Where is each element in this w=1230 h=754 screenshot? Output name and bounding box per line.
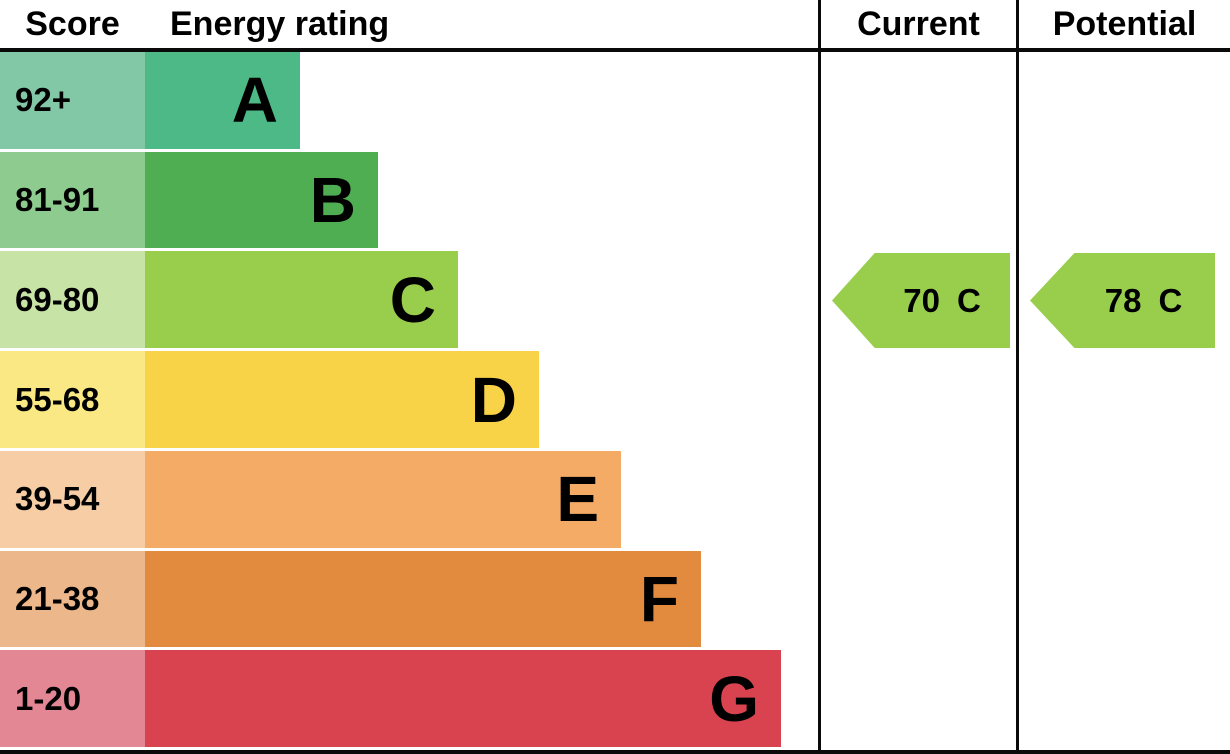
potential-column-divider (1016, 0, 1019, 754)
score-range-g: 1-20 (0, 650, 145, 748)
potential-value: 78 (1104, 281, 1142, 319)
band-row-b: 81-91 B (0, 151, 818, 252)
band-bar-e: E (145, 450, 621, 548)
potential-letter: C (1158, 281, 1183, 319)
band-row-a: 92+ A (0, 52, 818, 152)
energy-bands: 92+ A 81-91 B 69-80 C 55-68 D 39-54 E 21-38 F 1-20 G (0, 52, 818, 750)
current-column-header: Current (857, 5, 980, 43)
band-bar-f: F (145, 550, 701, 648)
band-bar-b: B (145, 151, 378, 249)
current-arrow: 70 C (832, 253, 1010, 348)
band-bar-c: C (145, 251, 458, 349)
score-range-c: 69-80 (0, 251, 145, 349)
band-row-g: 1-20 G (0, 650, 818, 750)
current-column-divider (818, 0, 821, 754)
band-bar-a: A (145, 52, 300, 149)
score-column-header: Score (25, 5, 120, 43)
band-row-e: 39-54 E (0, 450, 818, 551)
chart-bottom-rule (0, 750, 1230, 754)
potential-column-header: Potential (1052, 5, 1197, 43)
current-value: 70 (903, 281, 940, 319)
score-range-f: 21-38 (0, 550, 145, 648)
chart-header: Score Energy rating Current Potential (0, 0, 1230, 52)
band-row-f: 21-38 F (0, 550, 818, 651)
score-range-a: 92+ (0, 52, 145, 149)
score-range-b: 81-91 (0, 151, 145, 249)
band-bar-g: G (145, 650, 781, 748)
energy-rating-column-header: Energy rating (170, 5, 390, 43)
score-range-d: 55-68 (0, 351, 145, 448)
score-range-e: 39-54 (0, 450, 145, 548)
current-letter: C (956, 281, 981, 319)
potential-arrow: 78 C (1030, 253, 1215, 348)
band-row-d: 55-68 D (0, 351, 818, 451)
band-bar-d: D (145, 351, 539, 448)
band-row-c: 69-80 C (0, 251, 818, 351)
